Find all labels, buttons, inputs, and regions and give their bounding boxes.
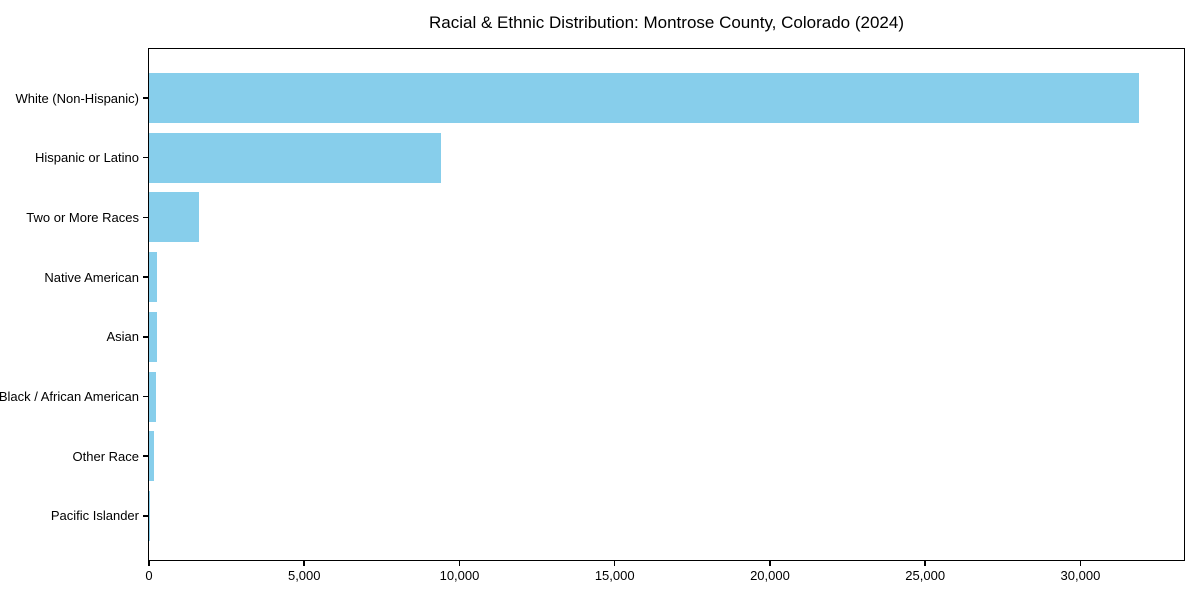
bar bbox=[149, 73, 1140, 123]
y-tick-label: Two or More Races bbox=[26, 209, 139, 225]
bar bbox=[149, 311, 157, 362]
x-axis-tick bbox=[613, 560, 616, 566]
bar bbox=[149, 252, 158, 303]
x-tick-label: 5,000 bbox=[287, 568, 321, 583]
y-tick-label: White (Non-Hispanic) bbox=[15, 90, 139, 106]
y-axis-tick bbox=[143, 276, 149, 278]
y-tick-label: Native American bbox=[44, 269, 139, 285]
x-tick-label: 15,000 bbox=[594, 568, 635, 583]
plot-area: White (Non-Hispanic) Hispanic or Latino Tw… bbox=[0, 48, 1185, 582]
y-axis-tick bbox=[143, 216, 149, 219]
y-tick-label: Black / African American bbox=[0, 389, 139, 404]
x-axis-tick bbox=[458, 560, 461, 566]
chart-title: Racial & Ethnic Distribution: Montrose C… bbox=[429, 13, 904, 32]
y-tick-label: Hispanic or Latino bbox=[34, 150, 139, 166]
x-axis-tick bbox=[303, 560, 305, 566]
y-axis-tick bbox=[143, 515, 149, 517]
bar bbox=[149, 431, 155, 482]
y-axis-tick bbox=[143, 97, 149, 99]
y-tick-label: Pacific Islander bbox=[50, 508, 139, 524]
x-axis-tick bbox=[148, 560, 150, 566]
x-tick-label: 10,000 bbox=[439, 568, 480, 583]
y-axis-tick bbox=[143, 156, 149, 159]
x-tick-label: 25,000 bbox=[905, 568, 946, 583]
y-tick-label: Asian bbox=[106, 329, 139, 345]
x-tick-label: 20,000 bbox=[750, 568, 790, 583]
y-axis-tick bbox=[143, 395, 149, 398]
bar bbox=[149, 490, 150, 541]
y-tick-label: Other Race bbox=[72, 448, 139, 464]
x-axis-tick bbox=[924, 560, 926, 566]
x-axis-tick bbox=[1079, 560, 1082, 566]
y-axis-tick bbox=[143, 336, 149, 338]
bar bbox=[149, 192, 199, 243]
bar bbox=[149, 371, 156, 422]
x-tick-label: 0 bbox=[145, 568, 153, 583]
x-tick-label: 30,000 bbox=[1060, 568, 1101, 583]
y-axis-tick bbox=[143, 455, 149, 457]
x-axis-tick bbox=[769, 560, 771, 566]
bar bbox=[149, 132, 441, 183]
